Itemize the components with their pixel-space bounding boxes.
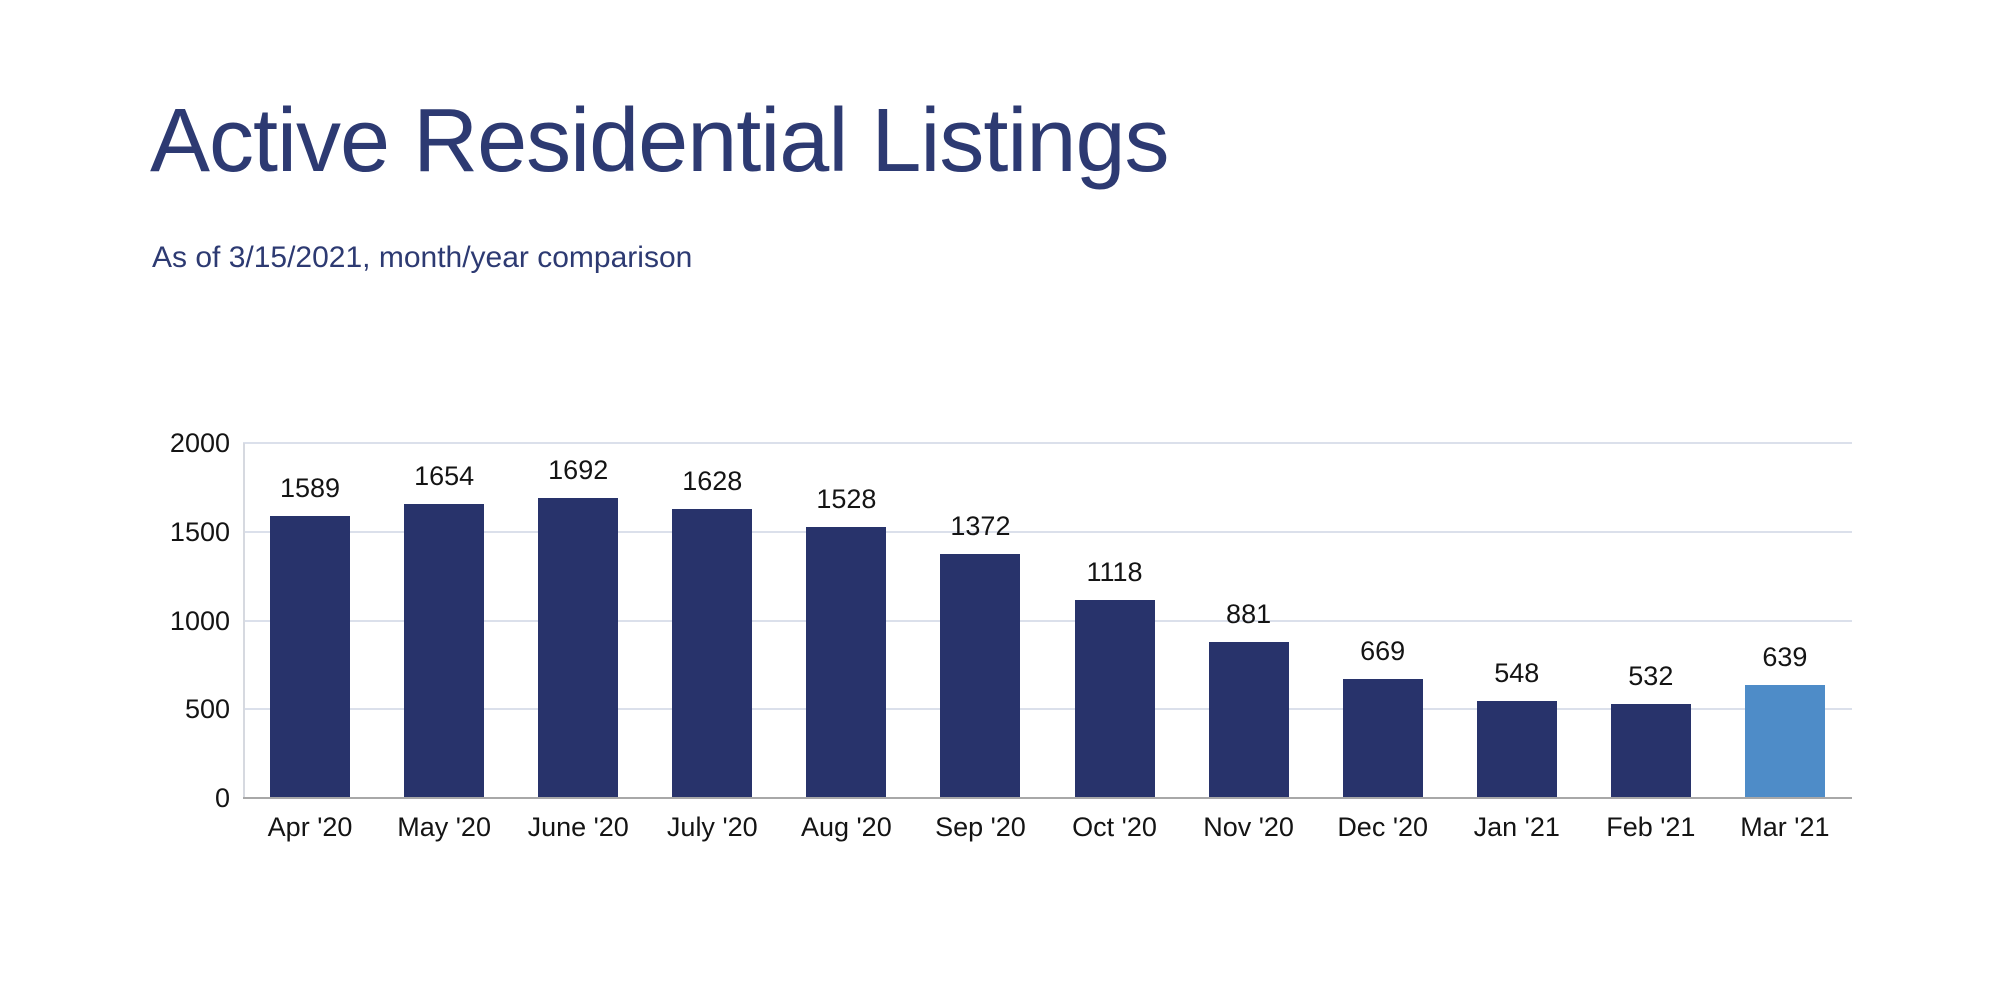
x-tick-label: Oct '20 xyxy=(1072,812,1157,842)
x-tick-label: Nov '20 xyxy=(1203,812,1294,842)
y-tick-label-500: 500 xyxy=(184,694,230,725)
x-tick-label: June '20 xyxy=(527,812,629,842)
bar-slot: 1589 xyxy=(243,443,377,798)
x-tick-label: Feb '21 xyxy=(1606,812,1696,842)
y-tick-label-1500: 1500 xyxy=(169,516,230,547)
bar-nov-20 xyxy=(1208,641,1289,798)
value-label: 532 xyxy=(1628,660,1674,691)
x-tick-label: Aug '20 xyxy=(800,812,892,842)
bar-slot: 1628 xyxy=(645,443,779,798)
gridline-1000 xyxy=(243,619,1852,622)
bar-july-20 xyxy=(672,509,753,798)
x-axis-line xyxy=(243,797,1852,799)
value-label: 1692 xyxy=(548,454,609,485)
bar-slot: 1118 xyxy=(1047,443,1181,798)
value-label: 1372 xyxy=(950,511,1011,542)
y-tick-label-2000: 2000 xyxy=(169,428,230,458)
x-tick-label: Apr '20 xyxy=(267,812,353,842)
value-label: 548 xyxy=(1494,657,1540,688)
bar-slot: 669 xyxy=(1316,443,1450,798)
gridline-2000 xyxy=(243,442,1852,444)
x-tick-label: July '20 xyxy=(666,812,758,842)
bar-oct-20 xyxy=(1074,599,1155,798)
page-subtitle: As of 3/15/2021, month/year comparison xyxy=(152,241,693,274)
gridline-1500 xyxy=(243,530,1852,533)
bars-container: 1589 1654 1692 1628 1528 1372 1118 881 669 548 532… xyxy=(243,443,1852,798)
bar-dec-20 xyxy=(1342,679,1423,798)
y-tick-label-1000: 1000 xyxy=(169,605,230,636)
bar-june-20 xyxy=(538,497,619,798)
x-tick-label: Mar '21 xyxy=(1740,812,1830,842)
bar-slot: 1654 xyxy=(377,443,511,798)
value-label: 669 xyxy=(1360,636,1406,667)
gridline-500 xyxy=(243,708,1852,711)
bar-slot: 1372 xyxy=(913,443,1047,798)
bar-slot: 548 xyxy=(1450,443,1584,798)
bar-apr-20 xyxy=(270,515,351,798)
x-tick-label: Dec '20 xyxy=(1337,812,1429,842)
bar-jan-21 xyxy=(1476,700,1557,798)
bar-sep-20 xyxy=(940,554,1021,798)
bar-slot: 1692 xyxy=(511,443,645,798)
value-label: 881 xyxy=(1226,598,1272,629)
x-tick-label: Sep '20 xyxy=(935,812,1026,842)
page-title: Active Residential Listings xyxy=(150,91,1170,191)
plot-area: 1589 1654 1692 1628 1528 1372 1118 881 669 548 532… xyxy=(243,442,1852,799)
value-label: 1589 xyxy=(280,472,341,503)
bar-slot: 532 xyxy=(1584,443,1718,798)
value-label: 1654 xyxy=(414,461,475,492)
value-label: 1528 xyxy=(816,483,877,514)
y-axis-line xyxy=(243,443,245,798)
value-label: 1118 xyxy=(1086,556,1143,587)
bar-mar-21 xyxy=(1744,684,1825,798)
x-tick-label: May '20 xyxy=(397,812,491,842)
bar-may-20 xyxy=(404,504,485,798)
bar-aug-20 xyxy=(806,526,887,798)
x-axis-tick-labels: Apr '20 May '20 June '20 July '20 Aug '20 Sep… xyxy=(243,812,1852,843)
bar-slot: 881 xyxy=(1182,443,1316,798)
x-tick-label: Jan '21 xyxy=(1473,812,1560,842)
bar-feb-21 xyxy=(1610,703,1691,798)
value-label: 639 xyxy=(1762,641,1808,672)
bar-slot: 1528 xyxy=(779,443,913,798)
y-tick-label-0: 0 xyxy=(214,783,230,813)
bar-slot: 639 xyxy=(1718,443,1852,798)
y-axis-tick-labels: 0 500 1000 1500 2000 xyxy=(120,430,230,812)
value-label: 1628 xyxy=(682,466,743,497)
